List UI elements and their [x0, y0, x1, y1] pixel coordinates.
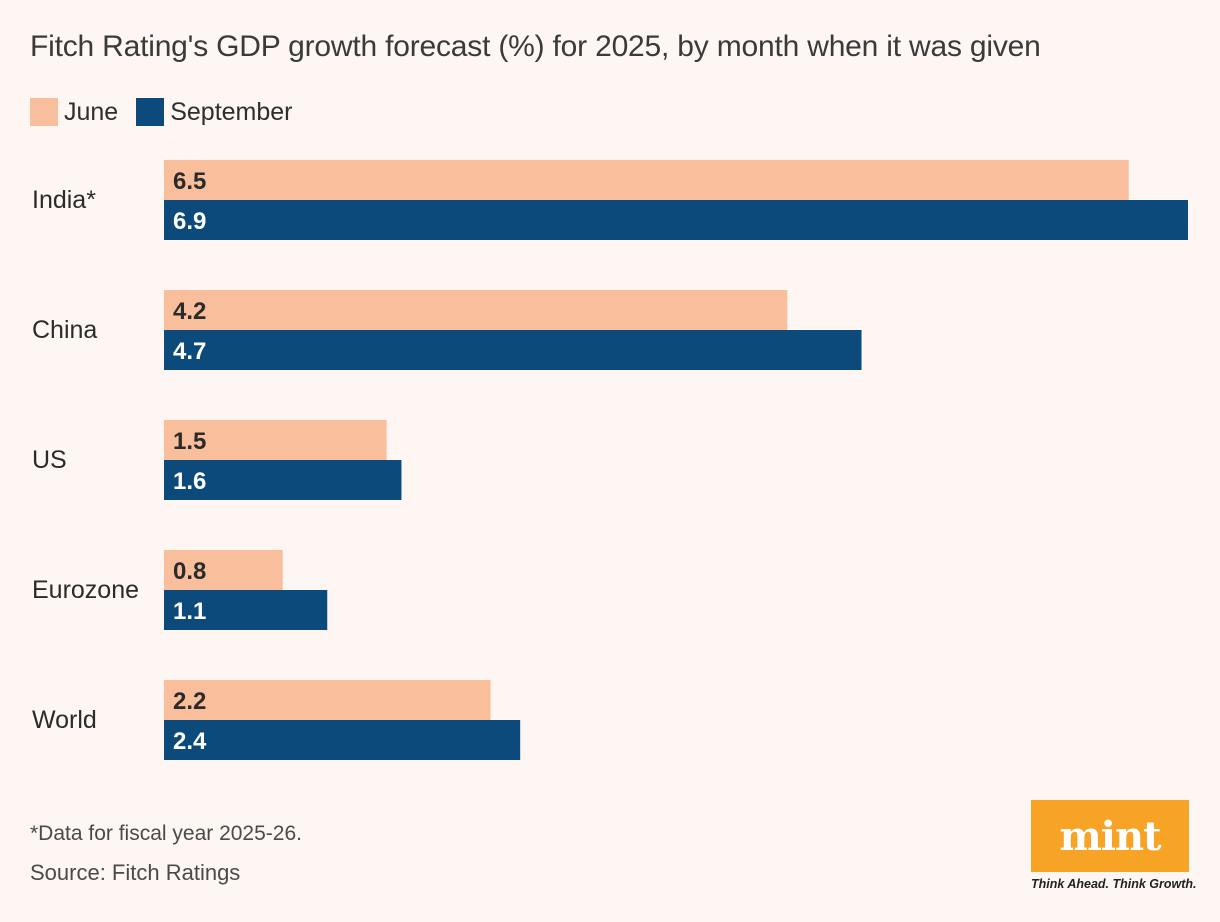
logo-tagline: Think Ahead. Think Growth.: [1031, 877, 1197, 891]
legend-item-june: June: [30, 98, 118, 127]
bar-june-china: [164, 290, 788, 330]
data-label-september-china: 4.7: [173, 338, 206, 365]
data-label-september-us: 1.6: [173, 468, 206, 495]
bar-september-india: [164, 200, 1188, 240]
bar-september-china: [164, 330, 862, 370]
data-label-june-us: 1.5: [173, 428, 206, 455]
legend: June September: [30, 97, 311, 127]
mint-logo: mint: [1031, 800, 1189, 872]
legend-swatch-september: [136, 98, 165, 126]
footnote: *Data for fiscal year 2025-26.: [30, 822, 302, 845]
legend-item-september: September: [136, 97, 293, 127]
category-label-eurozone: Eurozone: [32, 576, 139, 604]
bar-september-world: [164, 720, 521, 760]
data-label-june-eurozone: 0.8: [173, 558, 206, 585]
bar-june-eurozone: [164, 550, 283, 590]
bar-september-us: [164, 460, 402, 500]
bar-june-india: [164, 160, 1129, 200]
bar-september-eurozone: [164, 590, 328, 630]
legend-label-june: June: [64, 97, 119, 126]
category-label-world: World: [32, 706, 97, 734]
data-label-september-world: 2.4: [173, 728, 207, 755]
bar-june-us: [164, 420, 387, 460]
legend-swatch-june: [30, 98, 58, 126]
bar-chart: India* 6.5 6.9 China 4.2 4.7 US 1.5 1.6 Eurozone 0…: [32, 160, 1188, 760]
category-label-india: India*: [32, 186, 96, 214]
logo-text: mint: [1059, 812, 1161, 860]
data-label-june-china: 4.2: [173, 298, 206, 325]
data-label-june-world: 2.2: [173, 688, 206, 715]
data-label-june-india: 6.5: [173, 168, 206, 195]
chart-title: Fitch Rating's GDP growth forecast (%) f…: [30, 30, 1041, 63]
category-label-china: China: [32, 316, 97, 344]
source-note: Source: Fitch Ratings: [30, 860, 241, 885]
legend-label-september: September: [170, 97, 293, 126]
bar-june-world: [164, 680, 491, 720]
data-label-september-eurozone: 1.1: [173, 598, 206, 625]
data-label-september-india: 6.9: [173, 208, 206, 235]
category-label-us: US: [32, 446, 67, 474]
